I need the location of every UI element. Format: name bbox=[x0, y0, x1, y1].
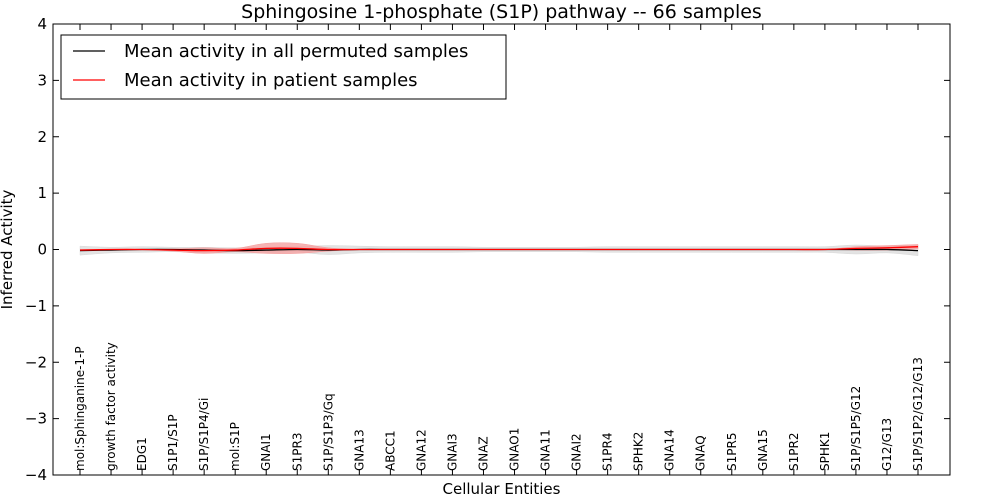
y-tick-label: −1 bbox=[25, 297, 47, 315]
x-tick-label: GNAI1 bbox=[259, 433, 273, 471]
x-tick-label: S1P/S1P3/Gq bbox=[321, 393, 335, 471]
x-tick-label: S1PR4 bbox=[601, 433, 615, 471]
y-axis-label: Inferred Activity bbox=[0, 189, 16, 309]
x-tick-label: GNAQ bbox=[694, 435, 708, 471]
x-tick-label: GNAI3 bbox=[445, 433, 459, 471]
y-tick-label: 3 bbox=[37, 71, 47, 89]
x-tick-label: GNAZ bbox=[476, 436, 490, 471]
x-tick-label: S1PR5 bbox=[725, 433, 739, 471]
x-tick-label: S1P1/S1P bbox=[166, 414, 180, 471]
y-tick-label: −4 bbox=[25, 466, 47, 484]
y-tick-label: −2 bbox=[25, 353, 47, 371]
series-line-2 bbox=[79, 246, 919, 252]
chart-title: Sphingosine 1-phosphate (S1P) pathway --… bbox=[241, 1, 762, 23]
x-tick-label: SPHK2 bbox=[632, 432, 646, 471]
x-tick-label: GNAI2 bbox=[570, 433, 584, 471]
x-tick-label: GNA11 bbox=[539, 429, 553, 471]
legend-entry: Mean activity in all permuted samples bbox=[124, 41, 468, 62]
x-tick-label: S1P/S1P5/G12 bbox=[849, 386, 863, 471]
x-tick-label: GNA15 bbox=[756, 429, 770, 471]
x-tick-label: GNAO1 bbox=[508, 428, 522, 471]
x-tick-label: S1P/S1P2/G12/G13 bbox=[911, 357, 925, 471]
x-tick-label: S1PR3 bbox=[290, 433, 304, 471]
legend-box bbox=[60, 34, 507, 100]
x-tick-label: S1P/S1P4/Gi bbox=[197, 398, 211, 471]
series-lines bbox=[79, 246, 919, 252]
x-tick-label: G12/G13 bbox=[880, 418, 894, 471]
x-tick-label: GNA13 bbox=[352, 429, 366, 471]
legend: Mean activity in all permuted samples Mea… bbox=[60, 34, 507, 100]
x-tick-label: S1PR2 bbox=[787, 433, 801, 471]
x-tick-label: GNA14 bbox=[663, 429, 677, 471]
x-axis-label: Cellular Entities bbox=[443, 480, 561, 498]
x-tick-label: growth factor activity bbox=[104, 342, 118, 471]
legend-entry: Mean activity in patient samples bbox=[124, 70, 418, 91]
x-tick-label: mol:S1P bbox=[228, 422, 242, 471]
x-tick-label: EDG1 bbox=[135, 437, 149, 471]
x-tick-label: SPHK1 bbox=[818, 432, 832, 471]
y-tick-label: −3 bbox=[25, 410, 47, 428]
x-tick-label: GNA12 bbox=[414, 429, 428, 471]
x-axis: mol:Sphinganine-1-P growth factor activit… bbox=[73, 24, 925, 475]
y-tick-label: 4 bbox=[37, 15, 47, 33]
x-tick-label: mol:Sphinganine-1-P bbox=[73, 346, 87, 471]
x-tick-label: ABCC1 bbox=[383, 430, 397, 471]
y-tick-label: 2 bbox=[37, 128, 47, 146]
y-axis: −4 −3 −2 −1 0 1 2 3 4 bbox=[25, 15, 950, 484]
y-tick-label: 1 bbox=[37, 184, 47, 202]
y-tick-label: 0 bbox=[37, 241, 47, 259]
